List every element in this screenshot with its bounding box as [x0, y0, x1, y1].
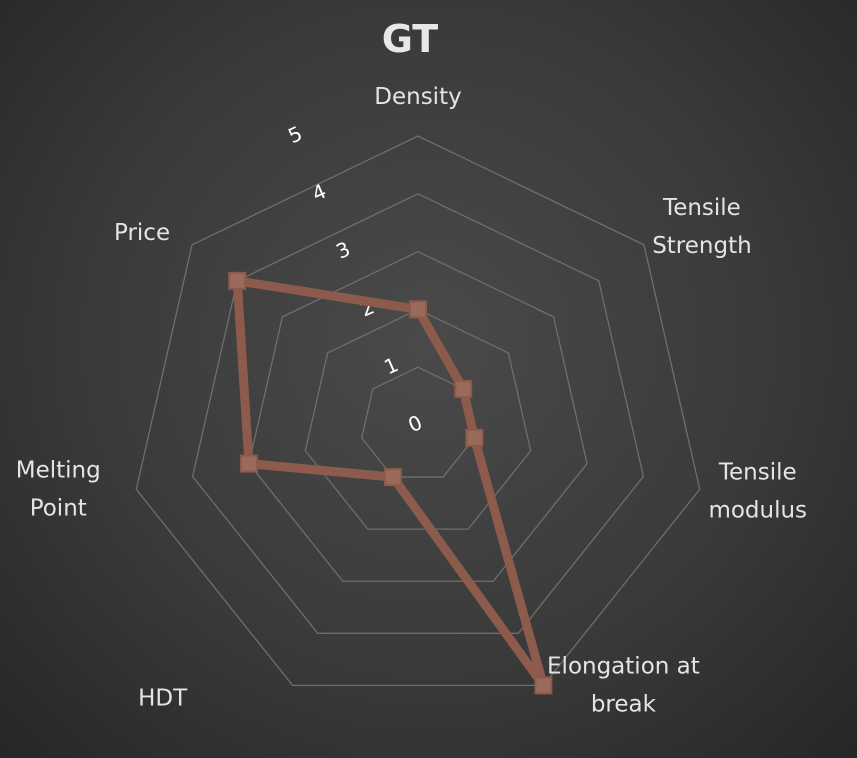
grid-ring-2 — [304, 308, 532, 530]
grid-ring-5 — [135, 135, 701, 687]
tick-label: 0 — [404, 410, 425, 437]
category-label: Density — [374, 84, 461, 110]
data-point — [454, 379, 473, 398]
data-point — [409, 300, 427, 319]
data-point — [465, 428, 484, 447]
category-label: Price — [114, 220, 170, 246]
data-point — [228, 271, 247, 290]
tick-label: 1 — [380, 352, 401, 379]
chart-title: GT — [382, 17, 439, 61]
tick-label: 3 — [332, 237, 353, 264]
data-point — [239, 454, 258, 473]
data-point — [534, 676, 553, 695]
tick-label: 5 — [284, 121, 305, 148]
category-label: HDT — [138, 685, 188, 711]
data-point — [383, 468, 402, 487]
category-label: Tensile Strength — [652, 195, 752, 259]
category-label: Melting Point — [16, 457, 101, 521]
category-label: Tensile modulus — [708, 459, 807, 523]
tick-label: 4 — [308, 179, 329, 206]
grid-ring-4 — [191, 193, 645, 634]
category-label: Elongation at break — [547, 653, 700, 717]
grid-ring-3 — [248, 250, 588, 582]
